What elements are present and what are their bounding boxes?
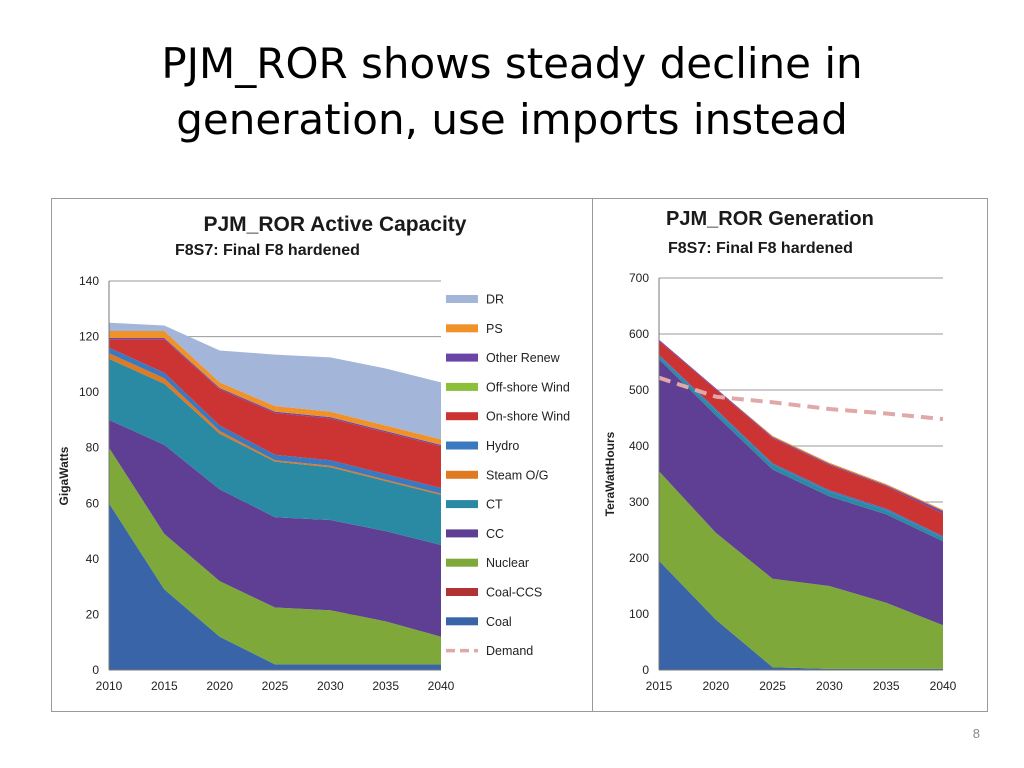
capacity-chart-subtitle: F8S7: Final F8 hardened (175, 242, 360, 259)
capacity-area-ps (109, 331, 441, 445)
legend-item-nuclear: Nuclear (446, 556, 529, 570)
capacity-y-tick-label: 120 (79, 330, 99, 344)
legend-item-hydro: Hydro (446, 439, 519, 453)
generation-x-tick-label: 2030 (816, 679, 843, 693)
legend-label-dr: DR (486, 293, 504, 307)
page-number: 8 (972, 726, 980, 741)
generation-y-axis-label: TeraWattHours (603, 431, 617, 516)
capacity-area-coal (109, 503, 441, 670)
capacity-x-tick-label: 2010 (96, 679, 123, 693)
capacity-area-dr (109, 322, 441, 440)
legend-swatch-ps (446, 324, 478, 333)
generation-y-tick-label: 600 (629, 327, 649, 341)
legend-item-on-shore-wind: On-shore Wind (446, 410, 570, 424)
generation-y-tick-label: 500 (629, 383, 649, 397)
capacity-y-tick-label: 40 (86, 552, 100, 566)
legend-label-nuclear: Nuclear (486, 556, 529, 570)
legend-swatch-coal (446, 617, 478, 626)
legend-item-other-renew: Other Renew (446, 351, 561, 365)
capacity-y-tick-label: 80 (86, 441, 100, 455)
legend-swatch-ct (446, 500, 478, 509)
generation-y-tick-label: 400 (629, 439, 649, 453)
capacity-area-ct (109, 358, 441, 545)
legend-item-cc: CC (446, 527, 504, 541)
legend-label-coal: Coal (486, 615, 512, 629)
legend-swatch-nuclear (446, 558, 478, 567)
legend-swatch-dr (446, 295, 478, 303)
legend-label-hydro: Hydro (486, 439, 519, 453)
legend-swatch-coal-ccs (446, 588, 478, 596)
capacity-x-tick-label: 2040 (428, 679, 455, 693)
legend-label-off-shore-wind: Off-shore Wind (486, 380, 570, 394)
capacity-x-tick-label: 2035 (372, 679, 399, 693)
capacity-x-tick-label: 2020 (206, 679, 233, 693)
legend-item-coal-ccs: Coal-CCS (446, 586, 542, 600)
capacity-y-axis-label: GigaWatts (57, 446, 71, 505)
capacity-area-nuclear (109, 447, 441, 665)
chart-divider (592, 198, 593, 712)
legend-item-off-shore-wind: Off-shore Wind (446, 380, 570, 394)
generation-y-tick-label: 200 (629, 551, 649, 565)
capacity-y-tick-label: 100 (79, 385, 99, 399)
capacity-y-tick-label: 20 (86, 607, 100, 621)
generation-x-tick-label: 2020 (702, 679, 729, 693)
slide-title-line-1: PJM_ROR shows steady decline in (161, 39, 863, 88)
slide-title-line-2: generation, use imports instead (176, 95, 848, 144)
slide-title: PJM_ROR shows steady decline in generati… (0, 36, 1024, 148)
legend-item-steam-o-g: Steam O/G (446, 468, 549, 482)
legend-label-ps: PS (486, 322, 503, 336)
generation-area-nuclear (659, 471, 943, 669)
generation-chart-title: PJM_ROR Generation (666, 208, 874, 230)
capacity-y-tick-label: 140 (79, 274, 99, 288)
capacity-x-tick-label: 2025 (262, 679, 289, 693)
generation-x-tick-label: 2015 (646, 679, 673, 693)
legend-label-cc: CC (486, 527, 504, 541)
legend-label-steam-o-g: Steam O/G (486, 468, 549, 482)
generation-area-coal (659, 560, 943, 670)
legend-swatch-cc (446, 529, 478, 538)
capacity-x-tick-label: 2030 (317, 679, 344, 693)
legend-item-coal: Coal (446, 615, 512, 629)
legend-item-demand: Demand (446, 644, 533, 658)
legend-swatch-hydro (446, 441, 478, 450)
generation-area-on-shore-wind (659, 340, 943, 537)
legend-label-coal-ccs: Coal-CCS (486, 586, 542, 600)
legend-label-on-shore-wind: On-shore Wind (486, 410, 570, 424)
legend-swatch-steam-o-g (446, 470, 478, 479)
generation-y-tick-label: 300 (629, 495, 649, 509)
legend-item-ct: CT (446, 498, 503, 512)
generation-chart-subtitle: F8S7: Final F8 hardened (668, 240, 853, 257)
legend-label-demand: Demand (486, 644, 533, 658)
capacity-area-cc (109, 419, 441, 637)
generation-x-tick-label: 2035 (873, 679, 900, 693)
capacity-x-tick-label: 2015 (151, 679, 178, 693)
legend-label-ct: CT (486, 498, 503, 512)
capacity-y-tick-label: 60 (86, 496, 100, 510)
legend-item-dr: DR (446, 293, 504, 307)
generation-x-tick-label: 2025 (759, 679, 786, 693)
generation-area-cc (659, 359, 943, 626)
generation-demand-line (658, 375, 944, 422)
generation-y-tick-label: 700 (629, 271, 649, 285)
generation-x-tick-label: 2040 (930, 679, 957, 693)
legend-swatch-off-shore-wind (446, 382, 478, 391)
generation-y-tick-label: 100 (629, 607, 649, 621)
legend-label-other-renew: Other Renew (486, 351, 561, 365)
generation-y-tick-label: 0 (642, 663, 649, 677)
legend-item-ps: PS (446, 322, 503, 336)
capacity-y-tick-label: 0 (92, 663, 99, 677)
legend-swatch-on-shore-wind (446, 412, 478, 421)
capacity-area-on-shore-wind (109, 339, 441, 488)
legend-swatch-other-renew (446, 353, 478, 362)
capacity-chart-title: PJM_ROR Active Capacity (204, 213, 467, 236)
